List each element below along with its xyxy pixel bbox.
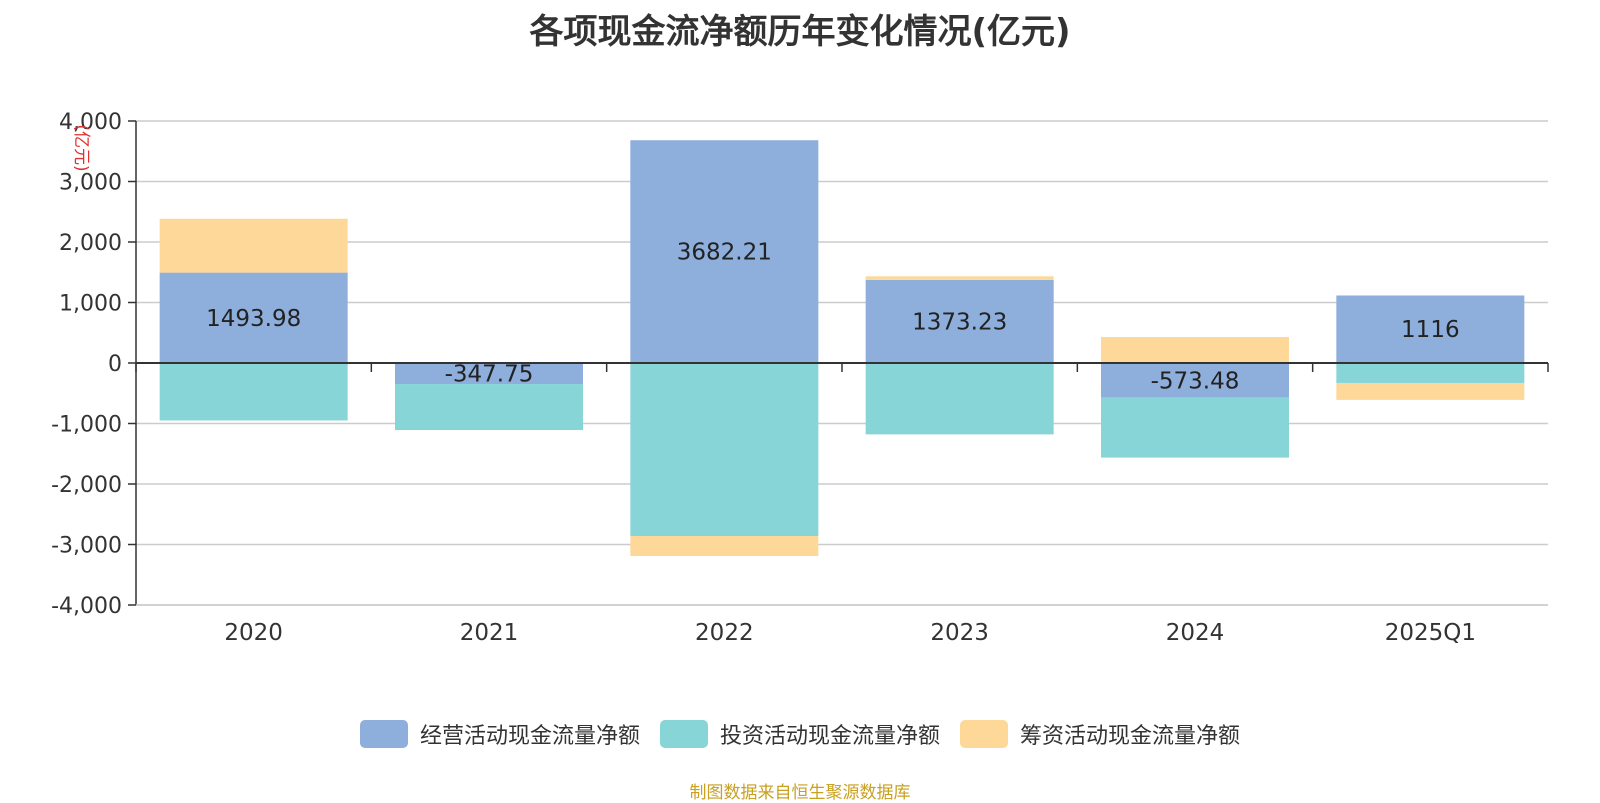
data-label: 3682.21 xyxy=(677,240,772,266)
bar-1-2023 xyxy=(865,363,1054,435)
bar-0-2022 xyxy=(630,140,819,363)
data-label: 1493.98 xyxy=(206,306,301,332)
legend-item-financing[interactable]: 筹资活动现金流量净额 xyxy=(960,718,1240,750)
bar-1-2022 xyxy=(630,363,819,537)
legend-label-operating: 经营活动现金流量净额 xyxy=(419,724,640,749)
legend: 经营活动现金流量净额 投资活动现金流量净额 筹资活动现金流量净额 xyxy=(0,718,1600,750)
bar-1-2024 xyxy=(1101,397,1289,458)
bar-0-2020 xyxy=(159,272,348,363)
legend-label-financing: 筹资活动现金流量净额 xyxy=(1020,724,1241,749)
y-tick-label: 3,000 xyxy=(59,171,122,196)
bar-0-2023 xyxy=(865,279,1054,363)
x-tick-label: 2022 xyxy=(695,620,754,646)
legend-swatch-financing xyxy=(960,720,1008,748)
bar-1-2020 xyxy=(159,363,348,421)
legend-swatch-investing xyxy=(659,720,708,748)
x-tick-label: 2024 xyxy=(1166,620,1225,646)
bar-1-2025Q1 xyxy=(1336,363,1525,383)
data-label: 1116 xyxy=(1401,317,1460,343)
y-tick-label: -3,000 xyxy=(51,534,122,559)
data-label: 1373.23 xyxy=(912,309,1007,335)
legend-label-investing: 投资活动现金流量净额 xyxy=(719,724,940,749)
x-tick-label: 2023 xyxy=(930,620,989,646)
bar-2-2023 xyxy=(865,276,1054,280)
x-tick-label: 2021 xyxy=(460,620,519,646)
y-tick-label: 0 xyxy=(108,352,122,377)
bar-0-2021 xyxy=(395,363,583,385)
legend-item-investing[interactable]: 投资活动现金流量净额 xyxy=(659,718,940,750)
bar-0-2025Q1 xyxy=(1336,295,1525,363)
y-tick-label: 4,000 xyxy=(59,110,122,135)
bar-0-2024 xyxy=(1101,363,1289,398)
bar-1-2021 xyxy=(395,384,583,431)
x-tick-label: 2020 xyxy=(224,620,283,646)
y-tick-label: -4,000 xyxy=(51,594,122,619)
bar-2-2025Q1 xyxy=(1336,382,1525,400)
source-note: 制图数据来自恒生聚源数据库 xyxy=(689,783,911,803)
legend-item-operating[interactable]: 经营活动现金流量净额 xyxy=(359,718,640,750)
y-unit-label: (亿元) xyxy=(71,124,91,171)
data-label: -347.75 xyxy=(445,362,534,388)
x-tick-label: 2025Q1 xyxy=(1385,620,1476,646)
bar-2-2020 xyxy=(159,218,348,273)
data-label: -573.48 xyxy=(1151,368,1240,394)
y-tick-label: -2,000 xyxy=(51,473,122,498)
bar-2-2022 xyxy=(630,536,819,556)
chart-title: 各项现金流净额历年变化情况(亿元) xyxy=(529,12,1071,52)
y-tick-label: 2,000 xyxy=(59,231,122,256)
bar-2-2024 xyxy=(1101,336,1289,363)
y-tick-label: 1,000 xyxy=(59,292,122,317)
legend-swatch-operating xyxy=(359,720,408,748)
y-tick-label: -1,000 xyxy=(51,413,122,438)
